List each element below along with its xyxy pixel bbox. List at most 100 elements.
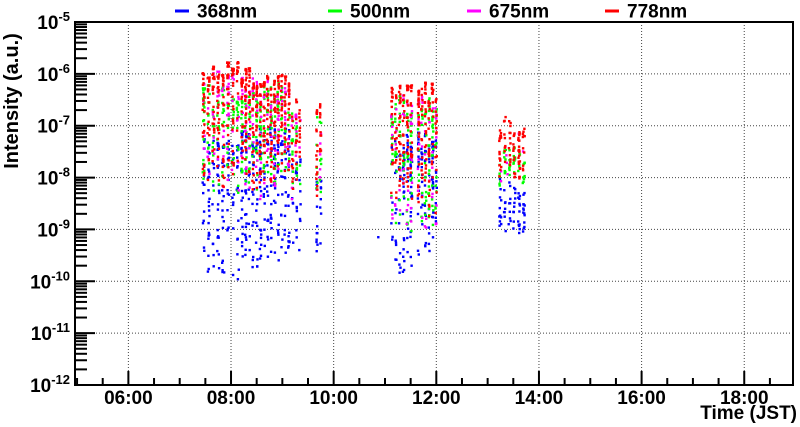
data-point xyxy=(390,100,393,103)
data-point xyxy=(298,150,301,154)
x-tick-label: 10:00 xyxy=(309,388,358,409)
data-point xyxy=(221,215,224,219)
data-point xyxy=(391,238,394,241)
data-point xyxy=(295,140,298,143)
data-point xyxy=(517,156,520,159)
data-point xyxy=(394,239,397,242)
data-point xyxy=(432,209,435,212)
data-point xyxy=(226,147,229,150)
data-point xyxy=(417,97,420,100)
data-point xyxy=(403,259,406,263)
data-point xyxy=(319,131,322,134)
data-point xyxy=(236,70,239,74)
data-point xyxy=(279,134,283,138)
data-point xyxy=(230,159,234,163)
data-point xyxy=(273,124,276,128)
data-point xyxy=(291,158,294,161)
data-point xyxy=(270,180,273,183)
data-point xyxy=(434,99,438,102)
data-point xyxy=(395,208,398,211)
data-point xyxy=(397,222,401,225)
data-point xyxy=(202,72,205,76)
data-point xyxy=(266,235,269,239)
data-point xyxy=(258,134,261,137)
data-point xyxy=(206,77,209,80)
data-point xyxy=(409,104,412,107)
data-point xyxy=(291,180,294,183)
data-point xyxy=(428,152,431,155)
data-point xyxy=(292,159,295,162)
data-point xyxy=(417,173,421,176)
data-point xyxy=(244,192,248,195)
data-point xyxy=(221,74,224,77)
data-point xyxy=(406,139,410,142)
data-point xyxy=(258,154,262,158)
data-point xyxy=(394,241,398,244)
data-point xyxy=(222,95,225,99)
data-point xyxy=(409,141,412,145)
data-point xyxy=(431,146,434,149)
data-point xyxy=(390,95,394,99)
data-point xyxy=(406,99,409,102)
data-point xyxy=(298,119,302,123)
data-point xyxy=(523,191,526,195)
data-point xyxy=(423,134,427,138)
data-point xyxy=(521,147,525,150)
data-point xyxy=(410,229,413,233)
data-point xyxy=(402,255,405,258)
data-point xyxy=(295,207,298,210)
data-point xyxy=(231,99,234,102)
data-point xyxy=(319,134,322,137)
data-point xyxy=(420,138,424,142)
data-point xyxy=(295,178,298,181)
data-point xyxy=(409,235,412,239)
data-point xyxy=(508,173,511,177)
data-point xyxy=(319,153,322,156)
data-point xyxy=(421,216,424,219)
data-point xyxy=(251,97,255,100)
data-point xyxy=(287,90,290,93)
data-point xyxy=(518,227,521,231)
data-point xyxy=(428,109,431,112)
data-point xyxy=(416,148,420,151)
data-point xyxy=(240,208,244,211)
data-point xyxy=(434,110,437,113)
data-point xyxy=(263,172,266,175)
data-point xyxy=(248,101,251,104)
data-point xyxy=(421,203,424,206)
data-point xyxy=(283,100,287,103)
data-point xyxy=(521,135,525,139)
data-point xyxy=(394,143,397,146)
data-point xyxy=(403,153,406,156)
data-point xyxy=(216,106,220,109)
data-point xyxy=(431,143,434,146)
data-point xyxy=(255,178,258,182)
data-point xyxy=(216,165,219,168)
data-point xyxy=(428,169,431,172)
data-point xyxy=(244,225,248,229)
data-point xyxy=(232,193,236,196)
data-point xyxy=(434,220,438,223)
data-point xyxy=(231,128,234,131)
data-point xyxy=(244,189,247,192)
data-point xyxy=(395,108,398,111)
data-point xyxy=(251,167,255,171)
data-point xyxy=(217,267,221,270)
data-point xyxy=(265,149,269,152)
data-point xyxy=(247,222,250,226)
data-point xyxy=(226,126,230,130)
data-point xyxy=(406,156,409,159)
data-point xyxy=(208,92,211,96)
data-point xyxy=(398,199,401,202)
data-point xyxy=(294,154,298,157)
data-point xyxy=(319,103,322,106)
data-point xyxy=(245,222,248,225)
data-point xyxy=(245,70,248,73)
data-point xyxy=(266,147,270,151)
data-point xyxy=(206,270,210,273)
data-point xyxy=(202,77,205,81)
data-point xyxy=(240,131,243,134)
data-point xyxy=(284,138,287,141)
data-point xyxy=(256,172,259,175)
data-point xyxy=(248,133,252,137)
